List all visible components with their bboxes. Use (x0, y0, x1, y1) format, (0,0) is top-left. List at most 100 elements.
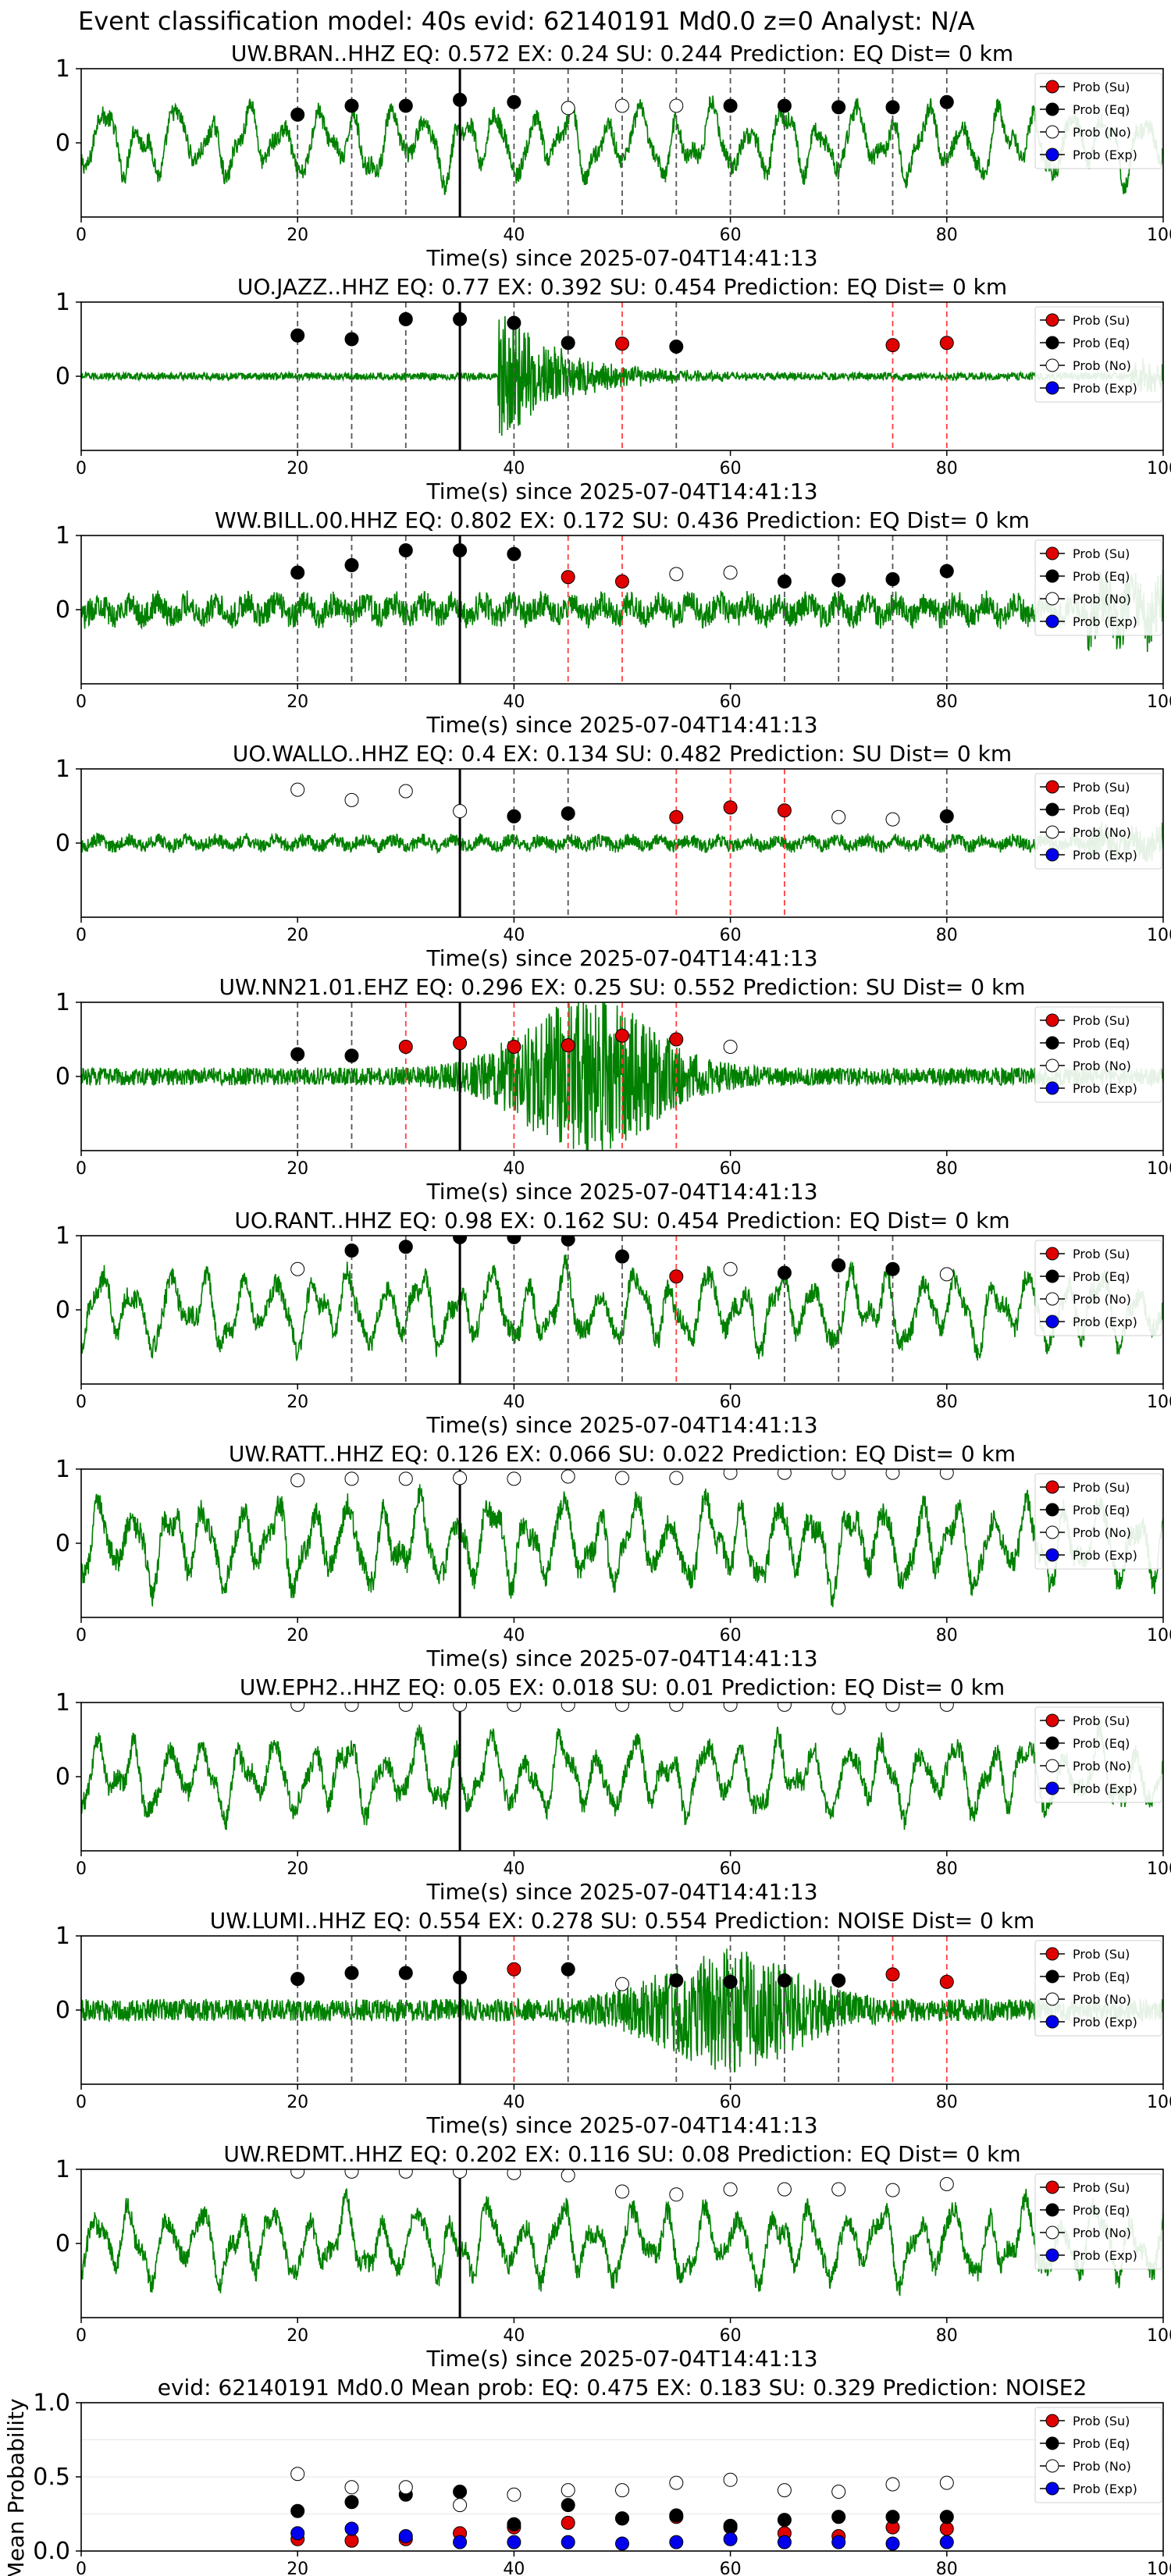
legend-marker-exp (1045, 148, 1059, 162)
panel-2: WW.BILL.00.HHZ EQ: 0.802 EX: 0.172 SU: 0… (55, 507, 1171, 738)
mean-marker-exp (777, 2535, 792, 2549)
panel-9: UW.REDMT..HHZ EQ: 0.202 EX: 0.116 SU: 0.… (55, 2141, 1171, 2371)
legend-marker-exp (1045, 1781, 1059, 1795)
x-tick-label: 40 (503, 1393, 525, 1412)
prob-marker-eq (723, 98, 738, 113)
x-tick-label: 100 (1147, 2560, 1171, 2576)
x-tick-label: 60 (720, 2093, 742, 2112)
prob-marker-no (723, 1469, 738, 1480)
mean-marker-exp (290, 2526, 305, 2541)
prob-marker-no (669, 1703, 684, 1712)
legend-marker-su (1045, 780, 1059, 794)
legend-marker-su (1045, 1013, 1059, 1027)
plot-area (81, 1236, 1163, 1384)
legend-marker-eq (1045, 1969, 1059, 1984)
legend-label-exp: Prob (Exp) (1073, 1548, 1137, 1563)
prob-marker-no (561, 2169, 575, 2183)
prob-marker-eq (723, 1974, 738, 1989)
prob-marker-eq (507, 809, 521, 824)
prob-marker-no (290, 1473, 305, 1488)
x-axis-label: Time(s) since 2025-07-04T14:41:13 (425, 2346, 817, 2371)
mean-marker-su (561, 2515, 575, 2530)
legend-label-eq: Prob (Eq) (1073, 569, 1130, 584)
legend-marker-su (1045, 2414, 1059, 2428)
axes-frame (80, 1468, 1164, 1618)
prob-marker-eq (344, 1966, 359, 1980)
mean-marker-no (561, 2483, 575, 2498)
prob-marker-su (939, 1974, 954, 1989)
plot-area (81, 2439, 1163, 2551)
prob-marker-eq (615, 1249, 629, 1264)
prob-marker-no (398, 1471, 413, 1486)
prob-marker-eq (290, 328, 305, 343)
panel-6: UW.RATT..HHZ EQ: 0.126 EX: 0.066 SU: 0.0… (55, 1441, 1171, 1671)
prob-marker-eq (777, 1973, 792, 1987)
x-tick-label: 80 (936, 1626, 958, 1646)
legend-box (1034, 1940, 1162, 2037)
y-tick-label: 0 (55, 130, 70, 157)
prob-marker-eq (561, 336, 575, 350)
prob-marker-eq (507, 1236, 521, 1244)
prob-marker-su (669, 1269, 684, 1284)
x-tick-label: 100 (1147, 2326, 1171, 2346)
panel-7: UW.EPH2..HHZ EQ: 0.05 EX: 0.018 SU: 0.01… (55, 1674, 1171, 1905)
x-axis-label: Time(s) since 2025-07-04T14:41:13 (425, 1879, 817, 1905)
mean-marker-exp (885, 2536, 900, 2551)
x-tick-label: 60 (720, 1159, 742, 1179)
legend-marker-eq (1045, 569, 1059, 583)
prob-marker-no (290, 1703, 305, 1712)
prob-marker-su (507, 1040, 521, 1054)
x-tick-label: 100 (1147, 2093, 1171, 2112)
prob-marker-su (453, 1036, 468, 1051)
prob-marker-eq (344, 1048, 359, 1063)
x-tick-label: 100 (1147, 1626, 1171, 1646)
mean-marker-eq (777, 2513, 792, 2528)
prob-marker-su (615, 574, 629, 589)
legend-label-no: Prob (No) (1073, 358, 1131, 373)
mean-marker-exp (453, 2535, 468, 2549)
plot-area (81, 302, 1163, 450)
legend-marker-exp (1045, 381, 1059, 395)
prob-marker-no (939, 1469, 954, 1480)
mean-marker-eq (344, 2495, 359, 2510)
panel-title: UW.LUMI..HHZ EQ: 0.554 EX: 0.278 SU: 0.5… (210, 1908, 1035, 1934)
plot-area (81, 535, 1163, 684)
prob-marker-eq (885, 100, 900, 115)
x-tick-label: 100 (1147, 692, 1171, 712)
x-tick-label: 0 (76, 2093, 87, 2112)
mean-marker-no (290, 2467, 305, 2482)
x-tick-label: 0 (76, 2560, 87, 2576)
panel-title: UO.JAZZ..HHZ EQ: 0.77 EX: 0.392 SU: 0.45… (237, 274, 1007, 300)
prob-marker-su (561, 1038, 575, 1053)
axes-frame (80, 768, 1164, 918)
x-tick-label: 80 (936, 1159, 958, 1179)
prob-marker-no (507, 2169, 521, 2180)
prob-marker-no (615, 1471, 629, 1485)
prob-marker-no (290, 782, 305, 797)
legend-label-exp: Prob (Exp) (1073, 848, 1137, 863)
waveform-trace (81, 2188, 1163, 2297)
x-tick-label: 100 (1147, 459, 1171, 479)
prob-marker-eq (669, 340, 684, 354)
legend-marker-no (1045, 2459, 1059, 2473)
prob-marker-su (777, 803, 792, 818)
prob-marker-no (344, 1703, 359, 1712)
prob-marker-no (561, 1469, 575, 1484)
prob-marker-su (885, 338, 900, 353)
mean-marker-no (344, 2480, 359, 2495)
x-tick-label: 40 (503, 692, 525, 712)
mean-marker-exp (398, 2529, 413, 2543)
prob-marker-no (723, 2182, 738, 2197)
prob-marker-no (344, 2169, 359, 2179)
legend-label-exp: Prob (Exp) (1073, 381, 1137, 396)
mean-marker-exp (615, 2536, 629, 2551)
legend-marker-eq (1045, 2436, 1059, 2450)
mean-marker-no (723, 2472, 738, 2487)
legend-marker-no (1045, 1059, 1059, 1073)
prob-marker-no (561, 101, 575, 116)
y-tick-label: 1.0 (33, 2389, 70, 2417)
y-tick-label: 1 (55, 1222, 70, 1250)
y-tick-label: 0 (55, 1297, 70, 1324)
legend-label-eq: Prob (Eq) (1073, 1736, 1130, 1751)
x-tick-label: 60 (720, 1859, 742, 1879)
